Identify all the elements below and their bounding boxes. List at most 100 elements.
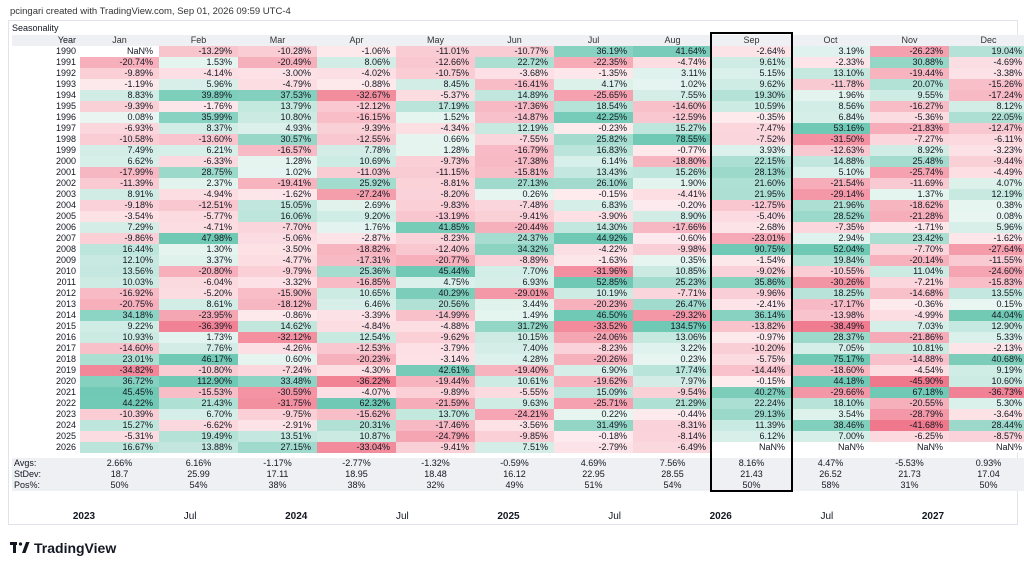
stat-cell: 54% bbox=[159, 480, 238, 491]
stat-cell: 4.47% bbox=[791, 458, 870, 469]
value-cell: 20.56% bbox=[396, 299, 475, 310]
value-cell: -2.13% bbox=[949, 343, 1024, 354]
value-cell: -6.04% bbox=[159, 277, 238, 288]
value-cell: 15.27% bbox=[633, 123, 712, 134]
value-cell: -17.36% bbox=[475, 101, 554, 112]
value-cell: -5.20% bbox=[159, 288, 238, 299]
value-cell: -5.36% bbox=[870, 112, 949, 123]
value-cell: 42.25% bbox=[554, 112, 633, 123]
stat-cell: 18.95 bbox=[317, 469, 396, 480]
value-cell: -10.55% bbox=[791, 266, 870, 277]
value-cell: -0.20% bbox=[633, 200, 712, 211]
stat-cell: 17.04 bbox=[949, 469, 1024, 480]
value-cell: 8.37% bbox=[159, 123, 238, 134]
value-cell: 4.17% bbox=[554, 79, 633, 90]
value-cell: -6.49% bbox=[633, 442, 712, 453]
year-label: 2009 bbox=[55, 255, 76, 265]
value-cell: -3.39% bbox=[317, 310, 396, 321]
value-cell: 36.19% bbox=[554, 46, 633, 57]
value-cell: -1.71% bbox=[870, 222, 949, 233]
value-cell: -9.39% bbox=[80, 101, 159, 112]
value-cell: 1.76% bbox=[317, 222, 396, 233]
value-cell: 30.57% bbox=[238, 134, 317, 145]
value-cell: -6.93% bbox=[80, 123, 159, 134]
value-cell: 0.08% bbox=[949, 211, 1024, 222]
value-cell: NaN% bbox=[870, 442, 949, 453]
value-cell: -4.79% bbox=[238, 79, 317, 90]
value-cell: -16.92% bbox=[80, 288, 159, 299]
value-cell: 17.19% bbox=[396, 101, 475, 112]
value-cell: -10.20% bbox=[712, 343, 791, 354]
year-label: 2020 bbox=[55, 376, 76, 386]
value-cell: -36.73% bbox=[949, 387, 1024, 398]
year-label: 2025 bbox=[55, 431, 76, 441]
value-cell: -1.19% bbox=[80, 79, 159, 90]
value-cell: 10.65% bbox=[317, 288, 396, 299]
value-cell: 1.53% bbox=[159, 57, 238, 68]
value-cell: 27.15% bbox=[238, 442, 317, 453]
value-cell: -20.77% bbox=[396, 255, 475, 266]
value-cell: -9.02% bbox=[712, 266, 791, 277]
value-cell: 18.10% bbox=[791, 398, 870, 409]
value-cell: -3.23% bbox=[949, 145, 1024, 156]
value-cell: 7.40% bbox=[475, 343, 554, 354]
value-cell: 10.60% bbox=[949, 376, 1024, 387]
value-cell: 31.72% bbox=[475, 321, 554, 332]
value-cell: 8.06% bbox=[317, 57, 396, 68]
stat-cell: 17.11 bbox=[238, 469, 317, 480]
value-cell: -9.73% bbox=[396, 156, 475, 167]
value-cell: -9.75% bbox=[238, 409, 317, 420]
value-cell: 13.55% bbox=[949, 288, 1024, 299]
value-cell: -0.60% bbox=[633, 233, 712, 244]
value-cell: 5.30% bbox=[949, 398, 1024, 409]
value-cell: -33.04% bbox=[317, 442, 396, 453]
value-cell: 1.49% bbox=[475, 310, 554, 321]
value-cell: -9.54% bbox=[633, 387, 712, 398]
value-cell: -14.60% bbox=[633, 101, 712, 112]
value-cell: 29.13% bbox=[712, 409, 791, 420]
year-label: 2026 bbox=[55, 442, 76, 452]
year-label: 2011 bbox=[56, 277, 76, 287]
stat-cell: -0.59% bbox=[475, 458, 554, 469]
stat-cell: 49% bbox=[475, 480, 554, 491]
year-label: 2001 bbox=[55, 167, 76, 177]
value-cell: -3.64% bbox=[949, 409, 1024, 420]
value-cell: -13.29% bbox=[159, 46, 238, 57]
stat-cell: 51% bbox=[554, 480, 633, 491]
value-cell: 10.03% bbox=[80, 277, 159, 288]
value-cell: 13.10% bbox=[791, 68, 870, 79]
value-cell: 46.50% bbox=[554, 310, 633, 321]
year-label: 2010 bbox=[55, 266, 76, 276]
value-cell: 1.30% bbox=[159, 244, 238, 255]
value-cell: -15.53% bbox=[159, 387, 238, 398]
value-cell: -12.66% bbox=[396, 57, 475, 68]
value-cell: 6.70% bbox=[159, 409, 238, 420]
value-cell: 28.44% bbox=[949, 420, 1024, 431]
value-cell: 25.92% bbox=[317, 178, 396, 189]
value-cell: 18.25% bbox=[791, 288, 870, 299]
value-cell: 13.88% bbox=[159, 442, 238, 453]
value-cell: 36.14% bbox=[712, 310, 791, 321]
value-cell: -12.63% bbox=[791, 145, 870, 156]
year-label: 1996 bbox=[55, 112, 76, 122]
value-cell: -1.63% bbox=[554, 255, 633, 266]
value-cell: 44.18% bbox=[791, 376, 870, 387]
value-cell: -24.60% bbox=[949, 266, 1024, 277]
value-cell: -16.41% bbox=[475, 79, 554, 90]
tradingview-logo[interactable]: TradingView bbox=[10, 540, 116, 556]
value-cell: 30.88% bbox=[870, 57, 949, 68]
value-cell: 1.37% bbox=[870, 189, 949, 200]
value-cell: 35.86% bbox=[712, 277, 791, 288]
stat-cell: -1.17% bbox=[238, 458, 317, 469]
value-cell: -14.99% bbox=[396, 310, 475, 321]
value-cell: 8.12% bbox=[949, 101, 1024, 112]
value-cell: 13.51% bbox=[238, 431, 317, 442]
value-cell: NaN% bbox=[791, 442, 870, 453]
year-label: 2006 bbox=[55, 222, 76, 232]
value-cell: 40.68% bbox=[949, 354, 1024, 365]
value-cell: -2.64% bbox=[712, 46, 791, 57]
value-cell: -30.59% bbox=[238, 387, 317, 398]
value-cell: -11.01% bbox=[396, 46, 475, 57]
value-cell: 112.90% bbox=[159, 376, 238, 387]
value-cell: -11.39% bbox=[80, 178, 159, 189]
